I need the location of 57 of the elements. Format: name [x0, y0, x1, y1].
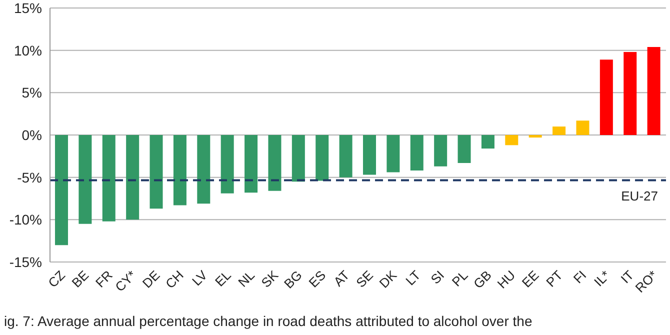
x-tick-label: LT — [402, 267, 424, 288]
x-tick-label: ES — [306, 267, 329, 290]
bar — [552, 126, 566, 135]
bar — [55, 135, 68, 246]
bar — [244, 135, 258, 193]
bar — [386, 135, 400, 172]
y-tick-label: -10% — [9, 212, 42, 228]
bar — [624, 52, 637, 135]
x-tick-label: EE — [518, 267, 542, 290]
x-tick-label: BG — [280, 268, 305, 292]
bar — [481, 135, 494, 149]
bar — [363, 135, 376, 175]
bar — [78, 135, 92, 224]
y-tick-label: 0% — [22, 126, 42, 143]
x-tick-label: CH — [162, 268, 186, 292]
x-tick-label: AT — [330, 267, 352, 290]
x-tick-label: LV — [188, 267, 210, 289]
x-tick-label: SI — [428, 268, 448, 287]
x-tick-label: SK — [258, 267, 282, 290]
bar — [647, 46, 660, 135]
bar — [339, 135, 352, 178]
x-tick-label: IL* — [591, 268, 613, 290]
y-tick-label: 15% — [14, 0, 42, 16]
bar — [316, 135, 329, 181]
bar — [220, 135, 234, 194]
bar — [434, 135, 448, 166]
x-tick-label: CZ — [45, 267, 68, 290]
bar — [292, 135, 305, 182]
ref-line-label: EU-27 — [621, 188, 658, 204]
y-tick-label: -5% — [17, 169, 42, 186]
y-tick-label: -15% — [9, 254, 42, 270]
x-tick-label: SE — [353, 267, 376, 290]
bar — [150, 135, 163, 209]
x-tick-label: NL — [235, 268, 258, 290]
bar — [576, 120, 590, 135]
y-tick-label: 10% — [14, 42, 42, 58]
x-tick-label: GB — [470, 268, 494, 292]
bar — [268, 135, 282, 191]
bar — [458, 135, 471, 163]
x-tick-label: HU — [494, 268, 518, 292]
bar — [600, 60, 613, 135]
bar — [410, 135, 424, 171]
x-tick-label: BE — [68, 267, 92, 290]
x-tick-label: PT — [543, 267, 566, 290]
bar — [505, 135, 518, 146]
bar — [197, 135, 210, 204]
bar — [102, 135, 116, 222]
text: ig. 7: Average annual percentage change in road deaths attributed to alcohol over the — [4, 313, 532, 329]
x-tick-label: DK — [376, 267, 400, 291]
bar — [126, 135, 140, 220]
bar — [173, 135, 186, 206]
x-tick-label: EL — [212, 268, 234, 290]
bar — [528, 135, 542, 138]
x-tick-label: FI — [570, 268, 590, 286]
x-tick-label: PL — [448, 268, 471, 290]
y-tick-label: 5% — [22, 84, 42, 101]
x-tick-label: DE — [139, 267, 163, 291]
